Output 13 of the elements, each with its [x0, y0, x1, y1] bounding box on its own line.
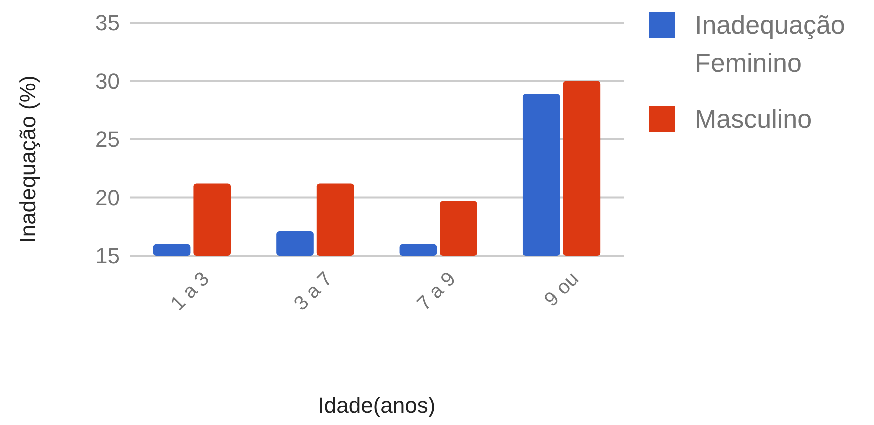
legend-label: Inadequação Feminino	[695, 10, 846, 78]
y-tick-label: 25	[96, 127, 120, 152]
x-tick-label: 7 a 9	[413, 268, 460, 316]
legend-label: Masculino	[695, 104, 812, 134]
y-axis-title: Inadequação (%)	[16, 76, 40, 244]
x-tick-label: 9 ou	[540, 268, 584, 312]
x-axis-title: Idade(anos)	[318, 393, 436, 418]
y-tick-label: 15	[96, 244, 120, 268]
y-tick-label: 20	[96, 185, 120, 210]
y-tick-label: 35	[96, 10, 120, 36]
y-tick-label: 30	[96, 68, 120, 94]
x-tick-label: 3 a 7	[290, 268, 338, 316]
x-tick-label: 1 a 3	[166, 268, 214, 316]
